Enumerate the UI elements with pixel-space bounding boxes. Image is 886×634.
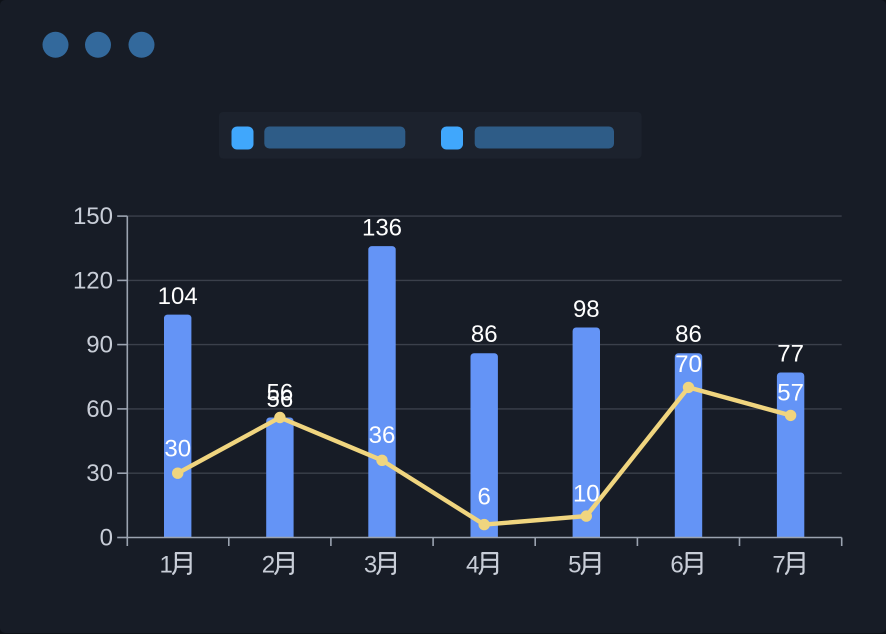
svg-text:10: 10	[573, 480, 600, 507]
svg-text:70: 70	[675, 351, 702, 378]
svg-text:136: 136	[362, 214, 402, 241]
svg-text:98: 98	[573, 296, 600, 323]
svg-text:30: 30	[164, 435, 191, 462]
svg-text:30: 30	[86, 460, 113, 487]
svg-text:56: 56	[267, 386, 294, 413]
svg-text:90: 90	[86, 332, 113, 359]
svg-text:36: 36	[369, 422, 396, 449]
svg-text:1: 1	[160, 551, 173, 578]
svg-text:77: 77	[777, 341, 804, 368]
svg-text:86: 86	[471, 321, 498, 348]
svg-text:6: 6	[670, 551, 683, 578]
svg-text:0: 0	[100, 525, 113, 552]
svg-text:86: 86	[675, 321, 702, 348]
svg-text:3: 3	[364, 551, 377, 578]
svg-text:104: 104	[158, 283, 198, 310]
svg-text:7: 7	[772, 551, 785, 578]
svg-text:56: 56	[267, 379, 294, 406]
svg-text:2: 2	[262, 551, 275, 578]
svg-text:60: 60	[86, 396, 113, 423]
svg-text:150: 150	[73, 203, 113, 230]
svg-text:5: 5	[568, 551, 581, 578]
svg-text:6: 6	[478, 484, 491, 511]
svg-text:120: 120	[73, 267, 113, 294]
svg-text:57: 57	[777, 380, 804, 407]
svg-text:4: 4	[466, 551, 479, 578]
